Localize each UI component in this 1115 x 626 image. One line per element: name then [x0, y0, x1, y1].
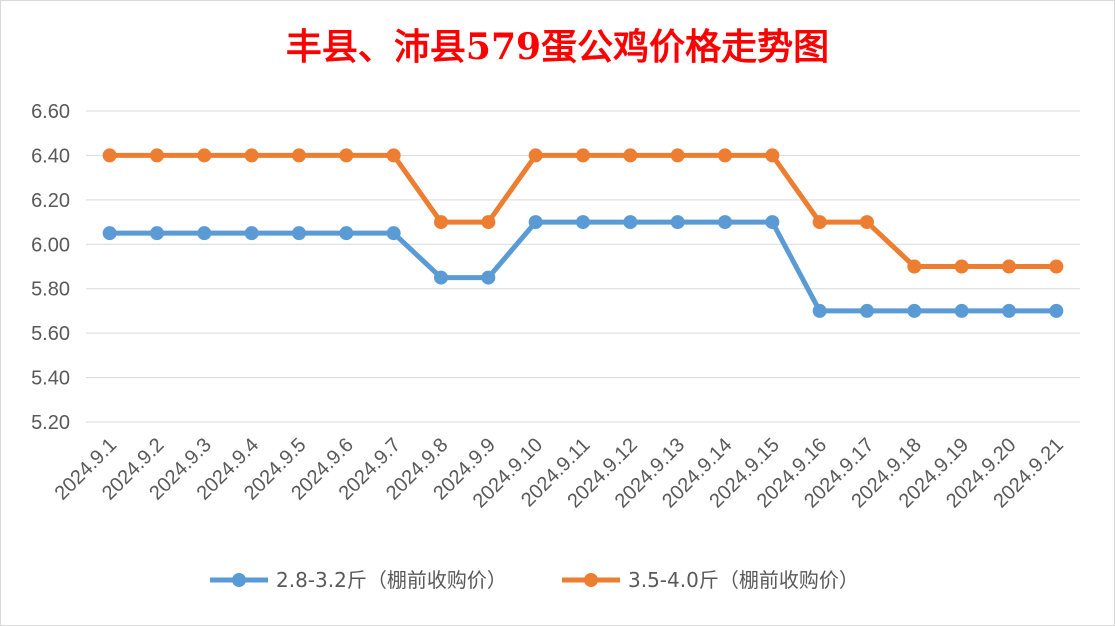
y-tick-label: 5.60	[31, 323, 70, 345]
data-point	[197, 148, 212, 163]
series-1	[102, 215, 1064, 318]
data-point	[386, 226, 401, 241]
data-point	[907, 303, 922, 318]
data-point	[528, 148, 543, 163]
data-point	[434, 215, 448, 230]
data-point	[528, 215, 543, 230]
data-point	[481, 270, 496, 285]
legend-marker	[232, 573, 246, 587]
series-2	[102, 148, 1064, 274]
data-point	[765, 148, 780, 163]
data-point	[481, 215, 496, 230]
data-point	[244, 148, 259, 163]
data-point	[670, 215, 685, 230]
data-point	[623, 215, 638, 230]
data-point	[386, 148, 401, 163]
y-tick-label: 5.80	[31, 279, 70, 301]
y-tick-label: 5.20	[31, 412, 70, 434]
data-point	[1002, 303, 1016, 318]
data-point	[576, 148, 590, 163]
x-axis-ticks: 2024.9.12024.9.22024.9.32024.9.42024.9.5…	[51, 434, 1068, 512]
data-point	[197, 226, 212, 241]
y-tick-label: 6.60	[31, 101, 70, 123]
data-point	[718, 215, 732, 230]
series-line	[107, 152, 1059, 269]
y-tick-label: 6.40	[31, 145, 70, 167]
data-point	[812, 215, 827, 230]
data-point	[434, 270, 448, 285]
data-point	[1002, 259, 1016, 274]
data-point	[718, 148, 732, 163]
data-point	[954, 259, 969, 274]
data-point	[339, 148, 354, 163]
y-tick-label: 6.20	[31, 190, 70, 212]
legend-label: 2.8-3.2斤（棚前收购价）	[276, 568, 507, 592]
data-point	[1049, 259, 1064, 274]
data-point	[292, 148, 306, 163]
data-point	[860, 303, 874, 318]
data-point	[1049, 303, 1064, 318]
data-point	[292, 226, 306, 241]
y-tick-label: 5.40	[31, 368, 70, 390]
data-point	[102, 226, 117, 241]
data-point	[102, 148, 117, 163]
data-point	[765, 215, 780, 230]
y-axis-ticks: 5.20 5.40 5.60 5.80 6.00 6.20 6.40 6.60	[31, 101, 70, 434]
data-point	[339, 226, 354, 241]
data-point	[150, 148, 164, 163]
legend: 2.8-3.2斤（棚前收购价） 3.5-4.0斤（棚前收购价）	[210, 568, 859, 592]
chart-title: 丰县、沛县579蛋公鸡价格走势图	[285, 26, 830, 68]
data-point	[670, 148, 685, 163]
data-point	[860, 215, 874, 230]
data-point	[954, 303, 969, 318]
series-layer	[102, 148, 1064, 318]
data-point	[812, 303, 827, 318]
data-point	[623, 148, 638, 163]
legend-marker	[584, 573, 598, 587]
legend-label: 3.5-4.0斤（棚前收购价）	[628, 568, 859, 592]
data-point	[907, 259, 922, 274]
y-tick-label: 6.00	[31, 234, 70, 256]
data-point	[576, 215, 590, 230]
data-point	[150, 226, 164, 241]
data-point	[244, 226, 259, 241]
